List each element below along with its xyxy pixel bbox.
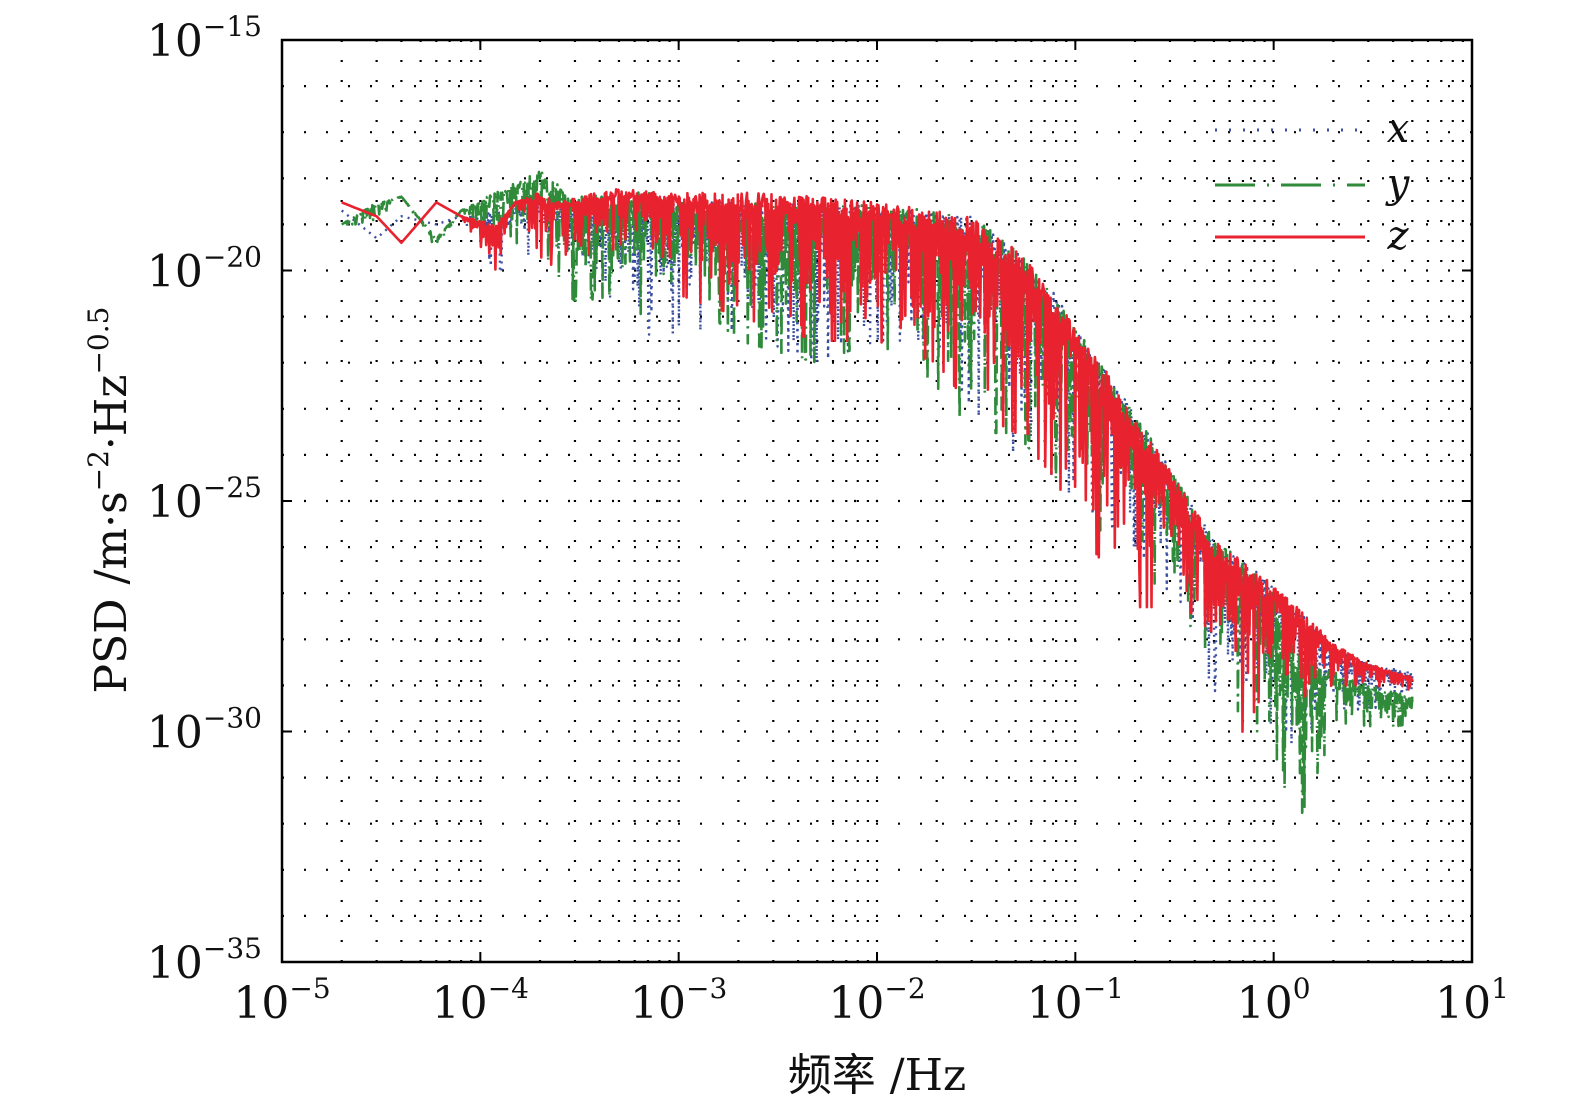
tick-layer	[281, 39, 1473, 963]
x-tick-label: 10−5	[233, 972, 330, 1029]
y-tick-labels: 10−15 10−20 10−25 10−30 10−35	[147, 10, 262, 989]
series-layer	[340, 170, 1414, 815]
x-tick-label: 100	[1237, 972, 1311, 1029]
x-tick-label: 10−1	[1027, 972, 1124, 1029]
legend-label-z: z	[1386, 213, 1409, 259]
x-axis-title: 频率 /Hz	[788, 1050, 966, 1101]
x-tick-labels: 10−5 10−4 10−3 10−2 10−1 100 101	[233, 972, 1509, 1029]
y-tick-label: 10−25	[147, 471, 262, 528]
y-tick-label: 10−20	[147, 241, 262, 298]
legend-label-y: y	[1385, 161, 1411, 207]
x-tick-label: 10−4	[432, 972, 529, 1029]
x-tick-label: 101	[1435, 972, 1509, 1029]
legend: xyz	[1215, 106, 1411, 259]
grid-layer	[282, 40, 1472, 962]
x-tick-label: 10−2	[828, 972, 925, 1029]
legend-label-x: x	[1387, 106, 1410, 152]
y-axis-title-mid: ·Hz	[86, 375, 137, 451]
x-tick-label: 10−3	[630, 972, 727, 1029]
y-axis-title: PSD /m·s−2·Hz−0.5	[82, 307, 137, 694]
y-tick-label: 10−35	[147, 932, 262, 989]
y-tick-label: 10−30	[147, 702, 262, 759]
y-axis-title-exp2: −0.5	[82, 307, 115, 375]
y-axis-title-exp1: −2	[82, 450, 115, 491]
y-axis-title-base: PSD /m·s	[86, 491, 137, 693]
y-tick-label: 10−15	[147, 10, 262, 67]
series-z-line	[341, 188, 1414, 733]
svg-text:PSD /m·s−2·Hz−0.5: PSD /m·s−2·Hz−0.5	[82, 307, 137, 694]
